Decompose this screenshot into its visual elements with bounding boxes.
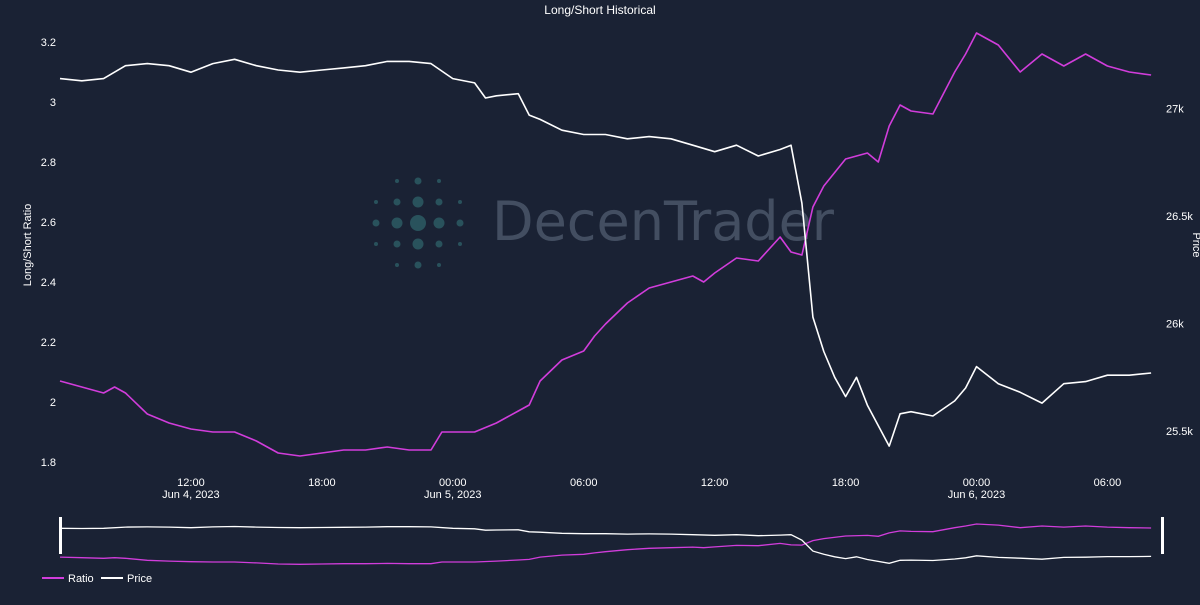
x-tick-label: 12:00: [177, 477, 205, 489]
y-tick-label: 2.8: [41, 157, 56, 169]
x-tick-label: 00:00: [963, 477, 991, 489]
watermark-dot: [435, 240, 443, 248]
watermark-dot: [393, 198, 401, 206]
watermark-dot: [435, 198, 443, 206]
range-slider-left-handle[interactable]: [59, 517, 62, 554]
range-slider-line-ratio: [59, 523, 1152, 565]
legend-item-price[interactable]: Price: [101, 573, 152, 585]
y2-tick-label: 27k: [1166, 104, 1184, 116]
y-tick-label: 2.6: [41, 217, 56, 229]
range-slider-right-handle[interactable]: [1161, 517, 1164, 554]
y-tick-label: 3.2: [41, 37, 56, 49]
x-tick-label: 00:00: [439, 477, 467, 489]
y-axis-ticks: 1.8 2 2.2 2.4 2.6 2.8 3 3.2: [41, 37, 56, 469]
watermark-dot: [374, 242, 378, 246]
y-tick-label: 1.8: [41, 457, 56, 469]
x-tick-date-label: Jun 4, 2023: [162, 489, 220, 501]
watermark-dot: [374, 200, 378, 204]
legend[interactable]: Ratio Price: [42, 573, 152, 585]
x-tick-label: 18:00: [832, 477, 860, 489]
watermark-dot: [458, 200, 462, 204]
range-slider-track[interactable]: [60, 517, 1162, 554]
watermark-dot: [412, 196, 424, 208]
y-tick-label: 2.2: [41, 337, 56, 349]
y-tick-label: 2.4: [41, 277, 56, 289]
series-line-ratio[interactable]: [59, 32, 1152, 457]
x-tick-label: 06:00: [570, 477, 598, 489]
watermark-dot: [391, 217, 403, 229]
watermark-text: DecenTrader: [492, 190, 835, 253]
decentrader-logo-icon: [372, 177, 464, 269]
watermark-dot: [458, 242, 462, 246]
y-tick-label: 3: [50, 97, 56, 109]
watermark-dot: [395, 179, 399, 183]
range-slider-line-price: [59, 525, 1152, 564]
legend-label-ratio: Ratio: [68, 573, 94, 585]
watermark-dot: [456, 219, 464, 227]
y-axis-title: Long/Short Ratio: [22, 204, 34, 287]
watermark-dot: [372, 219, 380, 227]
y2-tick-label: 26.5k: [1166, 211, 1193, 223]
legend-label-price: Price: [127, 573, 152, 585]
watermark-dot: [393, 240, 401, 248]
series-line-price[interactable]: [59, 58, 1152, 447]
range-slider[interactable]: [59, 517, 1164, 565]
watermark-dot: [412, 238, 424, 250]
watermark-dot: [414, 177, 422, 185]
plot-area: [59, 32, 1152, 457]
y-tick-label: 2: [50, 397, 56, 409]
y2-axis-title: Price: [1190, 232, 1200, 257]
x-tick-label: 06:00: [1094, 477, 1122, 489]
x-tick-label: 18:00: [308, 477, 336, 489]
legend-item-ratio[interactable]: Ratio: [42, 573, 94, 585]
watermark-dot: [414, 261, 422, 269]
watermark-dot: [437, 179, 441, 183]
watermark-dot: [410, 215, 426, 231]
range-slider-preview: [59, 523, 1152, 565]
watermark-dot: [437, 263, 441, 267]
y2-tick-label: 26k: [1166, 319, 1184, 331]
x-tick-date-label: Jun 5, 2023: [424, 489, 482, 501]
chart-title: Long/Short Historical: [544, 3, 655, 17]
x-tick-date-label: Jun 6, 2023: [948, 489, 1006, 501]
watermark-dot: [433, 217, 445, 229]
y2-tick-label: 25.5k: [1166, 426, 1193, 438]
x-tick-label: 12:00: [701, 477, 729, 489]
y2-axis-ticks: 25.5k 26k 26.5k 27k: [1166, 104, 1193, 438]
watermark-dot: [395, 263, 399, 267]
